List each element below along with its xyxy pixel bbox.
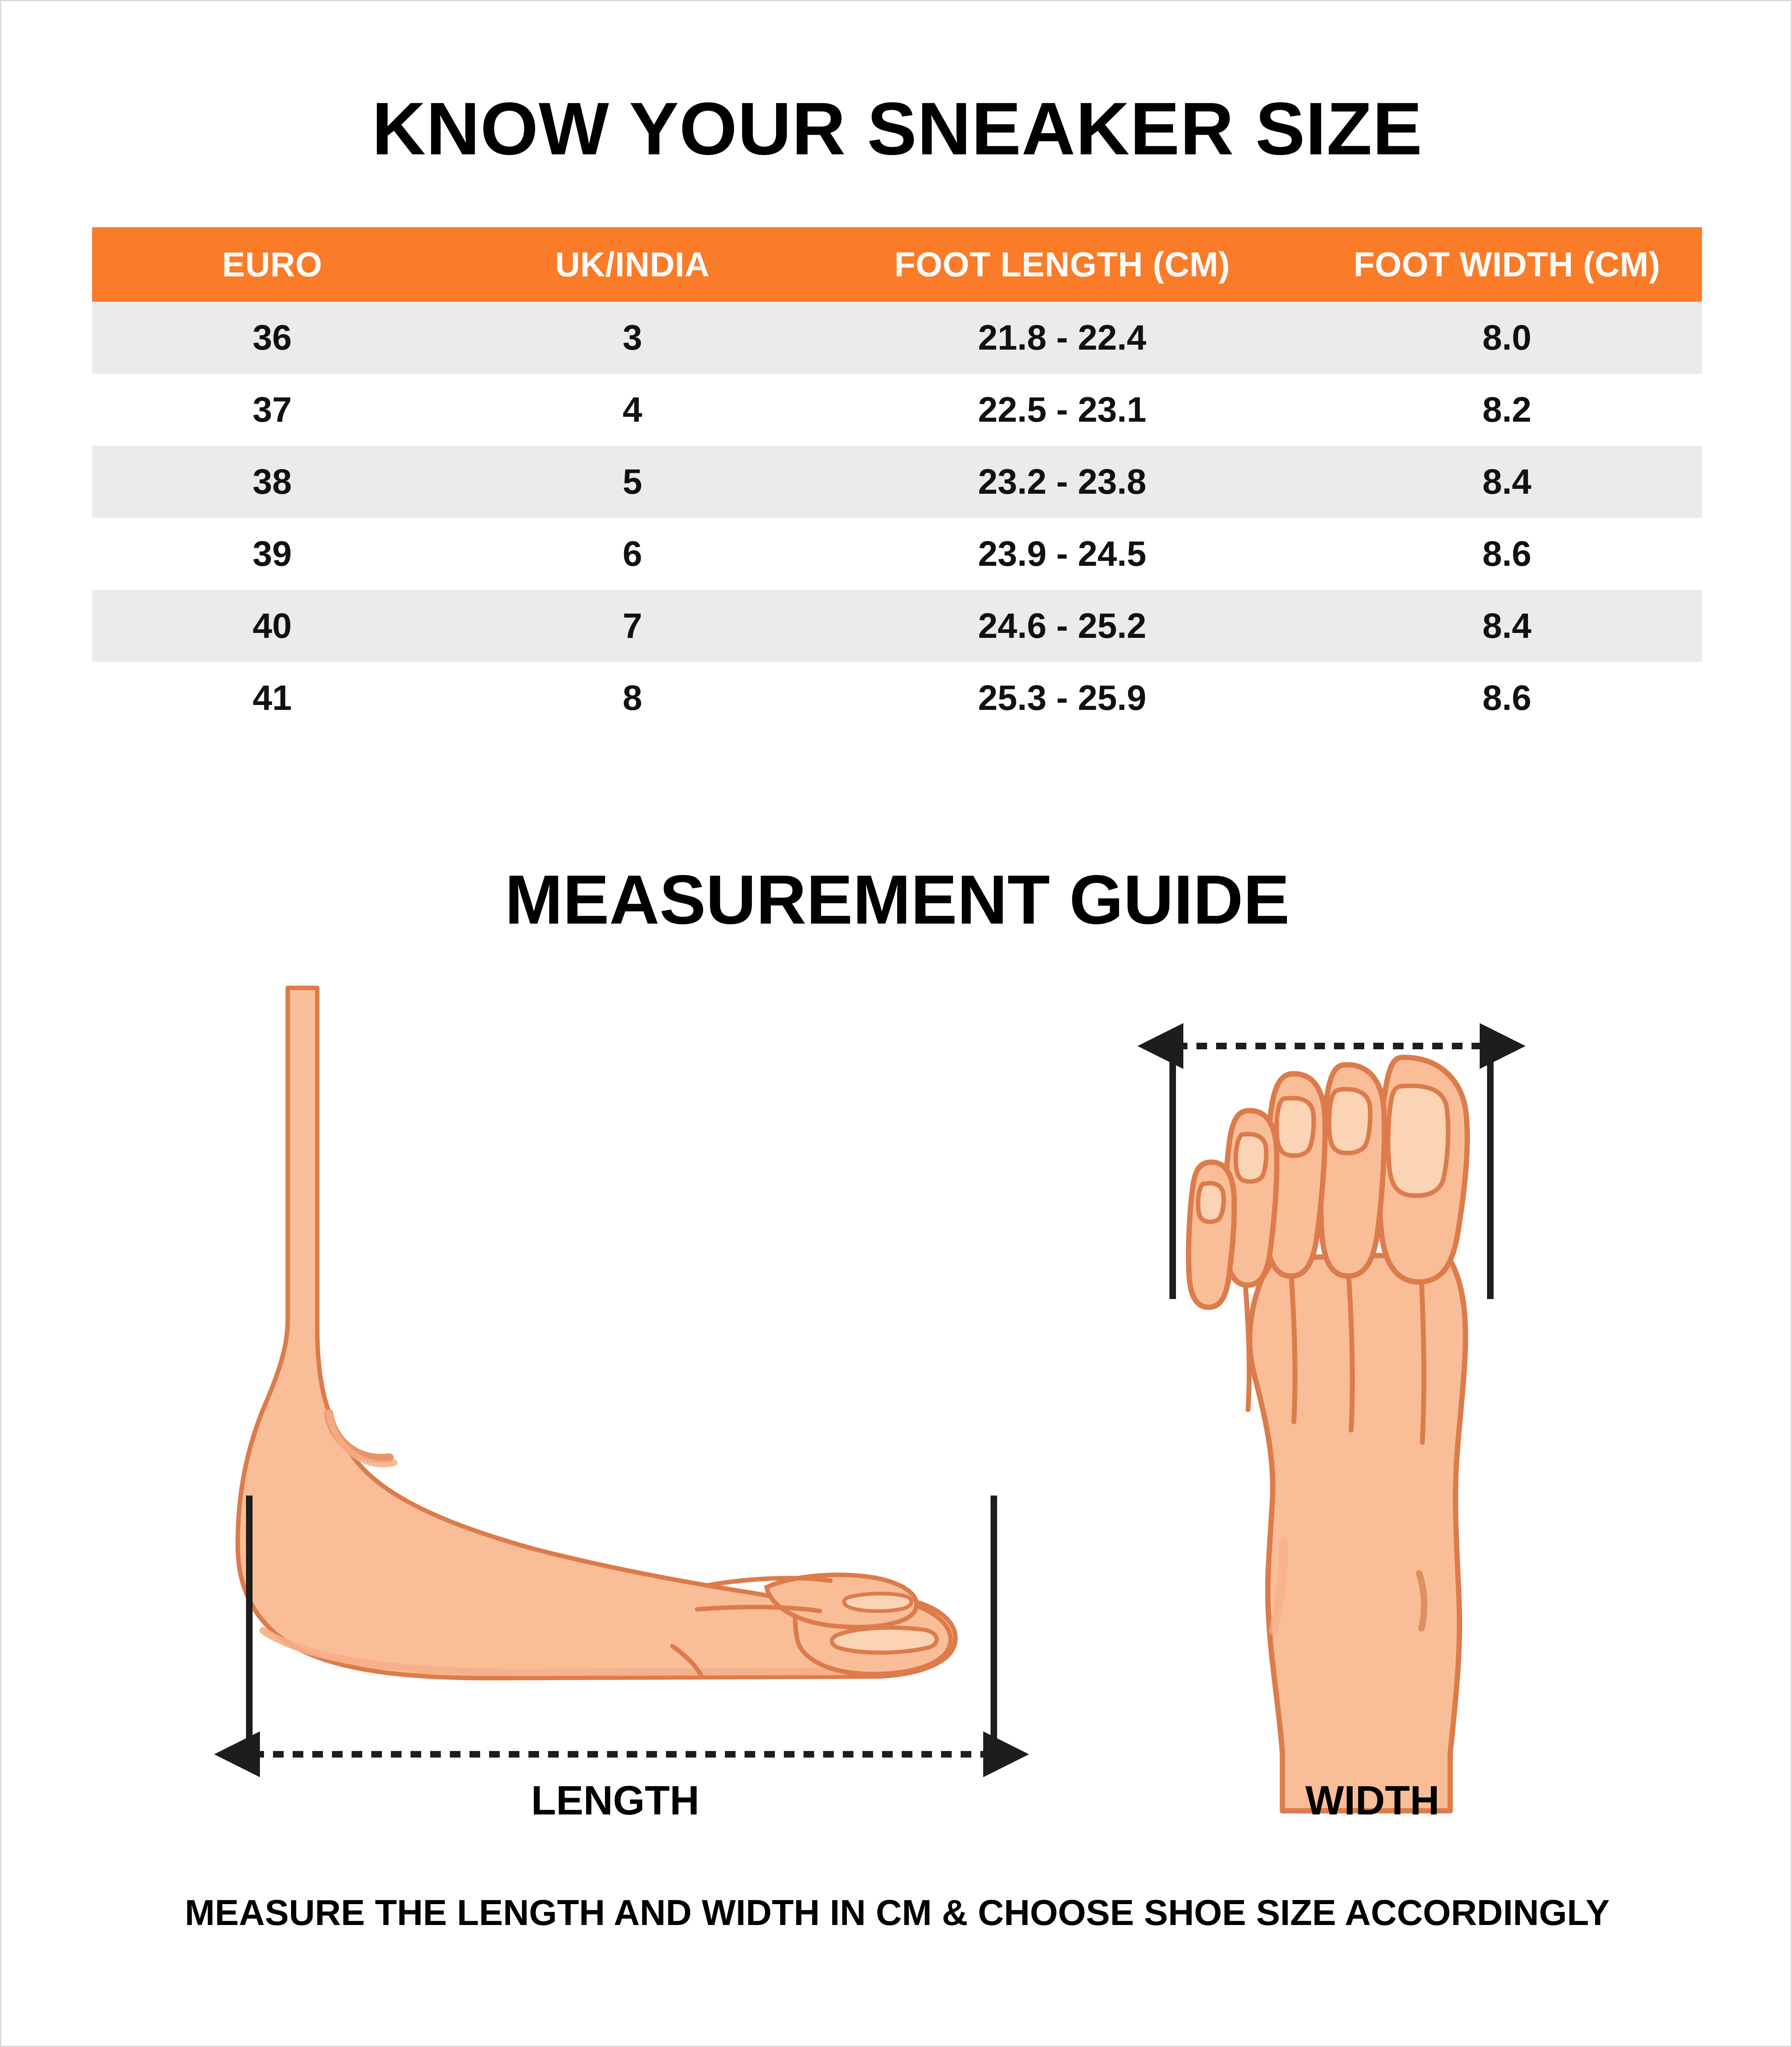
- table-row: 41 8 25.3 - 25.9 8.6: [92, 662, 1702, 734]
- table-row: 36 3 21.8 - 22.4 8.0: [92, 302, 1702, 374]
- ankle-mark: [1416, 1570, 1428, 1631]
- top-foot-illustration: [1137, 1023, 1526, 1814]
- column-header-width: FOOT WIDTH (CM): [1312, 227, 1702, 302]
- cell-uk: 3: [452, 302, 812, 374]
- big-toe-nail: [830, 1625, 939, 1655]
- second-toe: [764, 1573, 919, 1629]
- column-header-euro: EURO: [92, 227, 452, 302]
- cell-length: 25.3 - 25.9: [812, 662, 1312, 734]
- cell-uk: 7: [452, 590, 812, 662]
- toe-3-nail: [1274, 1096, 1316, 1158]
- cell-euro: 39: [92, 518, 452, 590]
- toe-5-nail: [1196, 1181, 1226, 1224]
- cell-euro: 37: [92, 374, 452, 446]
- toe-1-nail: [1386, 1083, 1451, 1198]
- cell-width: 8.6: [1312, 518, 1702, 590]
- column-header-uk: UK/INDIA: [452, 227, 812, 302]
- second-toe-nail: [842, 1591, 913, 1613]
- side-foot-illustration: [214, 985, 1029, 1777]
- foot-top-shape: [1247, 1251, 1468, 1814]
- table-row: 39 6 23.9 - 24.5 8.6: [92, 518, 1702, 590]
- cell-uk: 5: [452, 446, 812, 518]
- toe-crease-upper: [704, 1576, 833, 1588]
- tendon-1: [1419, 1280, 1426, 1445]
- toe-2-nail: [1327, 1087, 1372, 1155]
- cell-length: 23.2 - 23.8: [812, 446, 1312, 518]
- cell-euro: 41: [92, 662, 452, 734]
- width-dimension-label: WIDTH: [1305, 1778, 1440, 1823]
- cell-uk: 6: [452, 518, 812, 590]
- length-dimension-label: LENGTH: [531, 1778, 700, 1823]
- table-row: 38 5 23.2 - 23.8 8.4: [92, 446, 1702, 518]
- table-row: 40 7 24.6 - 25.2 8.4: [92, 590, 1702, 662]
- tendon-3: [1289, 1275, 1298, 1424]
- sole-highlight: [260, 1627, 848, 1676]
- cell-euro: 36: [92, 302, 452, 374]
- cell-length: 23.9 - 24.5: [812, 518, 1312, 590]
- ball-crease: [670, 1644, 704, 1680]
- cell-width: 8.4: [1312, 446, 1702, 518]
- toe-4-nail: [1233, 1132, 1268, 1184]
- cell-uk: 8: [452, 662, 812, 734]
- toe-crease-lower: [695, 1604, 822, 1613]
- footer-instruction: MEASURE THE LENGTH AND WIDTH IN CM & CHO…: [185, 1892, 1610, 1933]
- tendon-2: [1346, 1274, 1355, 1432]
- cell-width: 8.0: [1312, 302, 1702, 374]
- page-title: KNOW YOUR SNEAKER SIZE: [372, 87, 1423, 170]
- measurement-guide-heading: MEASUREMENT GUIDE: [505, 861, 1290, 939]
- cell-width: 8.6: [1312, 662, 1702, 734]
- cell-length: 22.5 - 23.1: [812, 374, 1312, 446]
- cell-width: 8.4: [1312, 590, 1702, 662]
- size-chart-table: EURO UK/INDIA FOOT LENGTH (CM) FOOT WIDT…: [92, 227, 1702, 734]
- cell-length: 21.8 - 22.4: [812, 302, 1312, 374]
- cell-length: 24.6 - 25.2: [812, 590, 1312, 662]
- cell-uk: 4: [452, 374, 812, 446]
- cell-width: 8.2: [1312, 374, 1702, 446]
- table-header-row: EURO UK/INDIA FOOT LENGTH (CM) FOOT WIDT…: [92, 227, 1702, 302]
- measurement-illustrations: [1, 976, 1791, 1856]
- cell-euro: 38: [92, 446, 452, 518]
- cell-euro: 40: [92, 590, 452, 662]
- tendon-4: [1243, 1284, 1252, 1412]
- column-header-length: FOOT LENGTH (CM): [812, 227, 1312, 302]
- table-row: 37 4 22.5 - 23.1 8.2: [92, 374, 1702, 446]
